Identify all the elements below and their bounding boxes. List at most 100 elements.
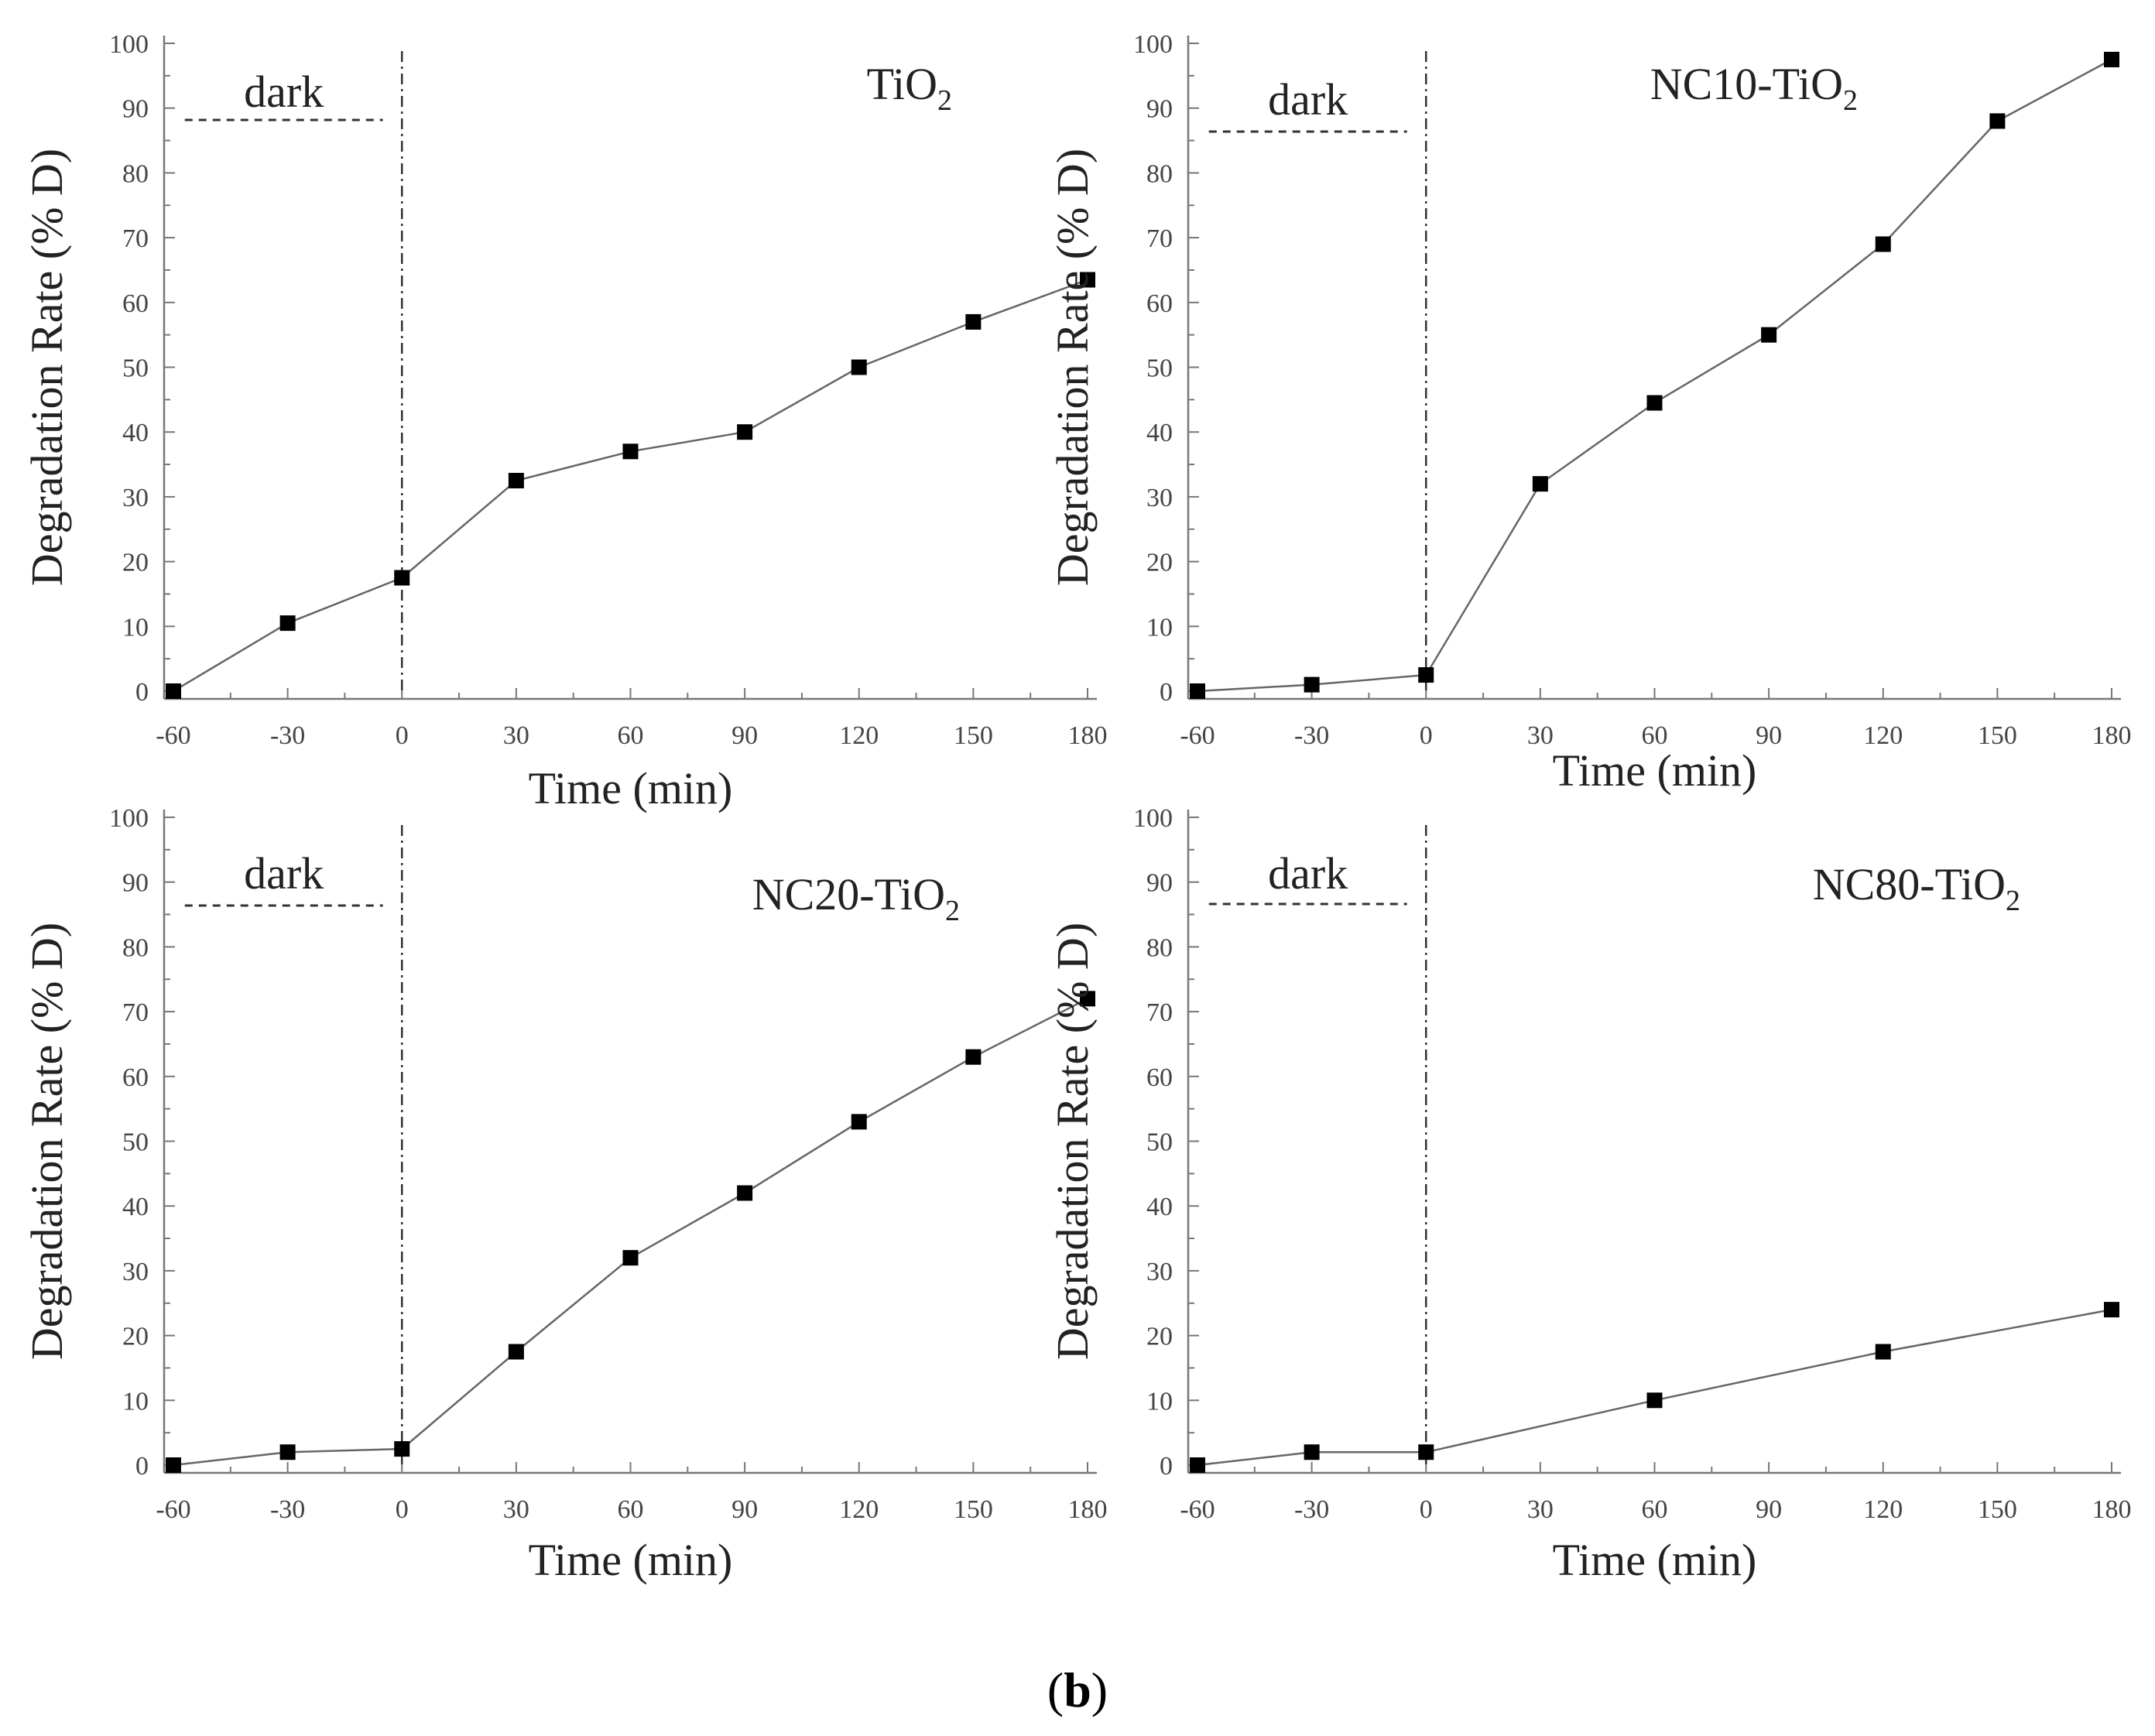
- y-tick-label: 40: [122, 419, 149, 447]
- data-point: [1418, 667, 1434, 683]
- data-point: [508, 472, 524, 488]
- y-tick-label: 50: [1146, 1128, 1173, 1157]
- y-tick-label: 100: [109, 30, 149, 59]
- data-point: [1080, 272, 1095, 288]
- y-tick-label: 80: [1146, 159, 1173, 188]
- x-tick-label: 30: [1527, 721, 1554, 750]
- data-point: [1190, 1457, 1205, 1473]
- x-axis-label: Time (min): [529, 763, 733, 813]
- y-tick-label: 10: [122, 613, 149, 642]
- y-tick-label: 60: [1146, 289, 1173, 318]
- data-point: [279, 1444, 296, 1460]
- x-tick-label: 150: [954, 721, 993, 750]
- y-tick-label: 20: [1146, 549, 1173, 577]
- y-tick-label: 70: [1146, 998, 1173, 1027]
- x-tick-label: 180: [2092, 721, 2132, 750]
- y-tick-label: 30: [1146, 484, 1173, 512]
- y-tick-label: 80: [122, 933, 149, 962]
- x-tick-label: 90: [1756, 721, 1782, 750]
- data-point: [1646, 395, 1663, 411]
- x-tick-label: 0: [1420, 1495, 1433, 1524]
- data-point: [965, 313, 982, 330]
- panel-title-subscript: 2: [937, 84, 952, 117]
- y-tick-label: 40: [1146, 419, 1173, 447]
- series-line: [1197, 58, 2112, 693]
- y-axis-label: Degradation Rate (% D): [22, 149, 72, 586]
- data-point: [622, 443, 639, 460]
- data-point: [2104, 1302, 2119, 1318]
- x-axis-label: Time (min): [1553, 1535, 1757, 1585]
- panel-title: NC10-TiO2: [1650, 59, 1858, 117]
- panel-title-main: NC10-TiO: [1650, 59, 1843, 109]
- y-tick-label: 90: [1146, 95, 1173, 124]
- panel-2: 0 10 20 30 40 50 60 70 80 90 100 -60 -30 0 30 60 90 120 15…: [1047, 30, 2132, 796]
- x-tick-label: 60: [1642, 1495, 1668, 1524]
- dark-label: dark: [244, 67, 324, 117]
- y-tick-label: 50: [122, 1128, 149, 1157]
- x-tick-label: 150: [954, 1495, 993, 1524]
- y-tick-label: 0: [135, 678, 149, 707]
- panel-title-main: NC80-TiO: [1813, 859, 2006, 909]
- data-point: [1532, 476, 1548, 492]
- y-tick-label: 40: [122, 1193, 149, 1221]
- data-point: [1304, 1444, 1320, 1460]
- y-tick-label: 20: [1146, 1323, 1173, 1351]
- x-tick-label: -30: [1294, 1495, 1329, 1524]
- y-tick-label: 100: [109, 804, 149, 833]
- y-tick-label: 10: [1146, 1387, 1173, 1416]
- y-tick-label: 30: [1146, 1258, 1173, 1286]
- panel-title-subscript: 2: [945, 895, 960, 927]
- caption-close-paren: ): [1091, 1662, 1108, 1717]
- panel-title-subscript: 2: [1843, 84, 1858, 117]
- y-tick-label: 80: [1146, 933, 1173, 962]
- x-tick-label: 120: [1863, 721, 1903, 750]
- x-tick-label: 120: [1863, 1495, 1903, 1524]
- x-tick-label: 150: [1978, 721, 2017, 750]
- data-point: [1646, 1392, 1663, 1409]
- y-tick-label: 70: [122, 224, 149, 253]
- caption-open-paren: (: [1047, 1662, 1064, 1717]
- panel-title: TiO2: [867, 59, 952, 117]
- x-tick-label: 90: [1756, 1495, 1782, 1524]
- x-tick-label: 60: [1642, 721, 1668, 750]
- x-tick-label: 30: [1527, 1495, 1554, 1524]
- x-tick-label: 90: [731, 1495, 758, 1524]
- data-point: [1190, 683, 1205, 699]
- data-point: [394, 1441, 410, 1457]
- data-point: [1080, 991, 1095, 1007]
- x-tick-label: -60: [1180, 721, 1215, 750]
- x-tick-label: -30: [270, 721, 305, 750]
- x-tick-label: 150: [1978, 1495, 2017, 1524]
- y-tick-label: 50: [122, 354, 149, 383]
- data-point: [622, 1250, 639, 1266]
- data-point: [508, 1344, 524, 1360]
- x-tick-label: 0: [1420, 721, 1433, 750]
- y-tick-label: 0: [1160, 1452, 1173, 1481]
- x-tick-label: -60: [1180, 1495, 1215, 1524]
- y-tick-label: 50: [1146, 354, 1173, 383]
- y-tick-label: 0: [1160, 678, 1173, 707]
- series-line: [1197, 1308, 2112, 1467]
- panel-title-main: TiO: [867, 59, 937, 109]
- x-axis-label: Time (min): [529, 1535, 733, 1585]
- y-tick-label: 20: [122, 1323, 149, 1351]
- data-point: [279, 615, 296, 632]
- caption-letter: b: [1064, 1662, 1091, 1717]
- y-tick-label: 60: [122, 289, 149, 318]
- x-tick-label: -30: [270, 1495, 305, 1524]
- data-point: [851, 359, 867, 375]
- x-tick-label: 180: [2092, 1495, 2132, 1524]
- y-tick-label: 70: [1146, 224, 1173, 253]
- y-tick-label: 90: [122, 869, 149, 898]
- x-tick-label: -60: [156, 1495, 190, 1524]
- y-tick-label: 90: [1146, 869, 1173, 898]
- panel-title-main: NC20-TiO: [752, 869, 945, 919]
- x-tick-label: 180: [1068, 1495, 1108, 1524]
- x-tick-label: 180: [1068, 721, 1108, 750]
- figure-caption: (b): [1047, 1662, 1108, 1717]
- data-point: [737, 1185, 753, 1201]
- dark-label: dark: [1268, 74, 1348, 125]
- data-point: [394, 570, 410, 586]
- y-tick-label: 100: [1133, 30, 1173, 59]
